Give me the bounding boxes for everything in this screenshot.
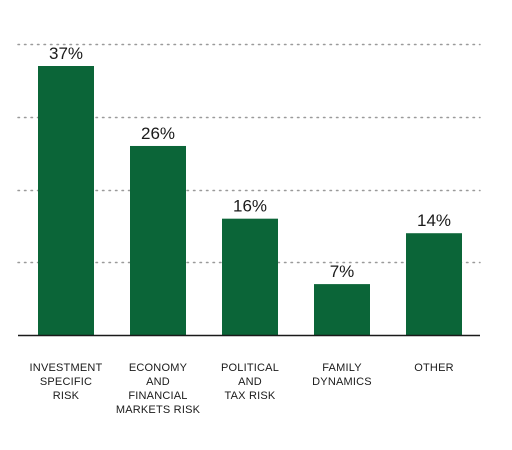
category-label-line: TAX RISK <box>225 390 276 402</box>
category-label-line: INVESTMENT <box>30 362 103 374</box>
category-label-line: AND <box>238 376 262 388</box>
bar-3 <box>222 218 278 335</box>
category-label-2: ECONOMY AND FINANCIAL MARKETS RISK <box>116 362 201 416</box>
value-labels: 37% 26% 16% 7% 14% <box>49 44 451 281</box>
bar-2 <box>130 145 186 335</box>
category-label-line: FAMILY <box>322 362 362 374</box>
value-label-3: 16% <box>233 197 267 216</box>
bar-4 <box>314 284 370 335</box>
category-label-line: ECONOMY <box>129 362 188 374</box>
category-label-line: POLITICAL <box>221 362 279 374</box>
category-label-4: FAMILY DYNAMICS <box>312 362 372 388</box>
value-label-1: 37% <box>49 44 83 63</box>
value-label-2: 26% <box>141 124 175 143</box>
bar-1 <box>38 66 94 335</box>
bar-5 <box>406 233 462 335</box>
category-label-line: FINANCIAL <box>128 390 187 402</box>
value-label-4: 7% <box>330 262 355 281</box>
category-label-3: POLITICAL AND TAX RISK <box>221 362 279 402</box>
category-label-line: DYNAMICS <box>312 376 372 388</box>
category-label-line: RISK <box>53 390 80 402</box>
category-label-1: INVESTMENT SPECIFIC RISK <box>30 362 103 402</box>
category-label-line: AND <box>146 376 170 388</box>
gridlines <box>17 43 481 264</box>
category-label-5: OTHER <box>414 362 454 374</box>
category-label-line: SPECIFIC <box>40 376 92 388</box>
bars <box>38 66 462 335</box>
category-labels: INVESTMENT SPECIFIC RISK ECONOMY AND FINANCIA… <box>30 362 454 416</box>
category-label-line: MARKETS RISK <box>116 404 201 416</box>
category-label-line: OTHER <box>414 362 454 374</box>
value-label-5: 14% <box>417 211 451 230</box>
